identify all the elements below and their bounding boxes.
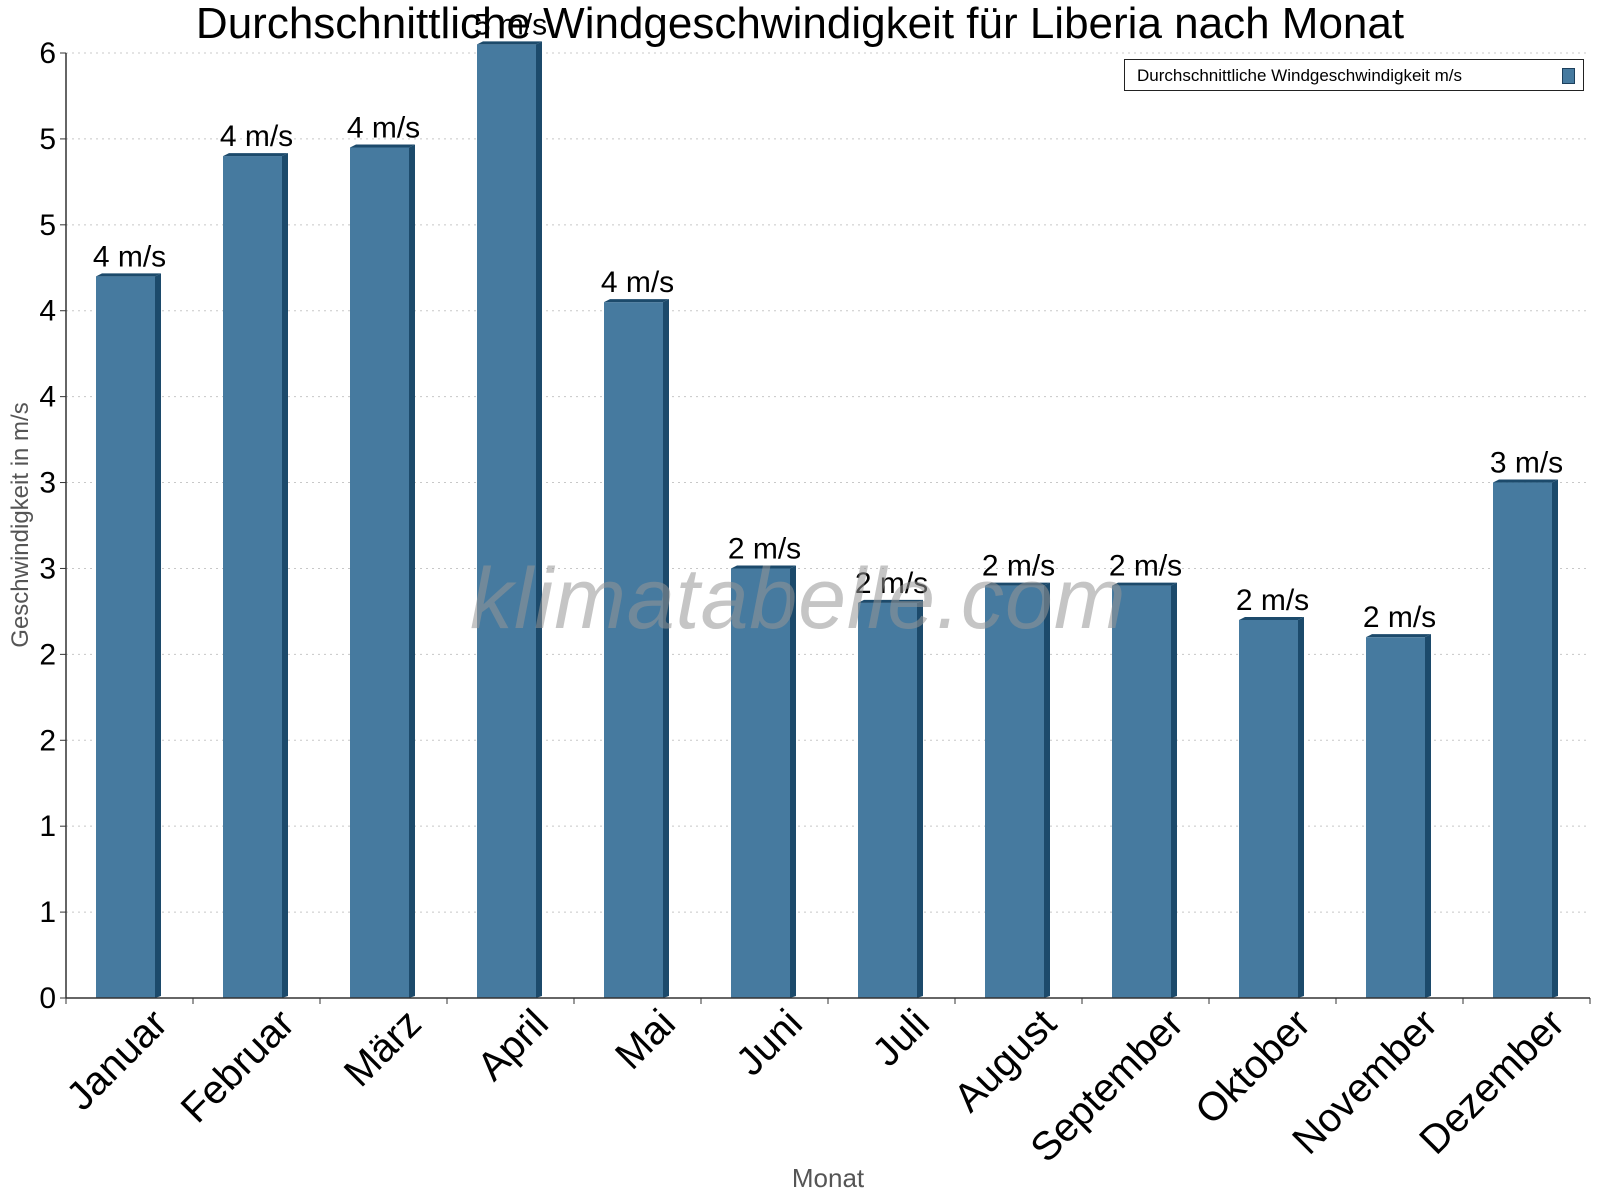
- x-tick-label: März: [336, 1001, 430, 1095]
- y-tick-label: 1: [39, 896, 56, 929]
- bar: [1239, 620, 1298, 998]
- legend-label: Durchschnittliche Windgeschwindigkeit m/…: [1137, 66, 1463, 85]
- bar-side: [917, 599, 923, 998]
- chart-title: Durchschnittliche Windgeschwindigkeit fü…: [195, 0, 1405, 48]
- bar-top: [1366, 634, 1431, 638]
- y-tick-label: 2: [39, 724, 56, 757]
- data-label: 5 m/s: [474, 8, 547, 41]
- y-tick-labels: 0 1 1 2 2 3 3 4 4 5 5 6: [39, 37, 56, 1015]
- x-axis-label: Monat: [792, 1163, 865, 1193]
- bar-top: [1239, 617, 1304, 620]
- bar-top: [858, 599, 923, 603]
- data-label: 4 m/s: [601, 266, 674, 299]
- bar-side: [409, 144, 415, 998]
- y-tick-label: 6: [39, 37, 56, 70]
- x-tick-label: Januar: [58, 1001, 176, 1119]
- data-label: 4 m/s: [220, 120, 293, 153]
- y-tick-label: 3: [39, 552, 56, 585]
- bar-top: [1493, 479, 1558, 483]
- data-label: 2 m/s: [1363, 601, 1436, 634]
- legend-swatch: [1562, 68, 1575, 84]
- bar: [985, 585, 1044, 998]
- x-tick-label: Juni: [728, 1001, 811, 1084]
- bar: [731, 568, 790, 998]
- bar: [223, 156, 282, 998]
- bar: [604, 302, 663, 998]
- bar-side: [1425, 634, 1431, 998]
- y-axis-label: Geschwindigkeit in m/s: [7, 402, 34, 647]
- y-tick-label: 1: [39, 810, 56, 843]
- y-tick-label: 5: [39, 123, 56, 156]
- data-label: 2 m/s: [1109, 550, 1182, 583]
- y-tick-label: 4: [39, 295, 56, 328]
- bar-top: [604, 299, 669, 303]
- bar-top: [985, 582, 1050, 586]
- bar-side: [790, 565, 796, 998]
- grid-lines: [66, 52, 1590, 913]
- y-tick-label: 4: [39, 381, 56, 414]
- y-tick-label: 3: [39, 467, 56, 500]
- bar-top: [731, 565, 796, 569]
- data-label: 3 m/s: [1490, 447, 1563, 480]
- data-label: 2 m/s: [855, 567, 928, 600]
- y-tick-label: 2: [39, 638, 56, 671]
- x-tick-label: Oktober: [1187, 1001, 1319, 1133]
- bar-side: [155, 273, 161, 998]
- bar-top: [1112, 582, 1177, 586]
- bar: [1112, 585, 1171, 998]
- watermark: klimatabelle.com: [470, 551, 1127, 647]
- data-label: 2 m/s: [982, 550, 1055, 583]
- x-tick-label: April: [469, 1001, 557, 1089]
- y-tick-label: 0: [39, 982, 56, 1015]
- bar-top: [223, 153, 288, 157]
- bar-top: [350, 144, 415, 148]
- axes: [60, 52, 1591, 1004]
- bar-series: [96, 41, 1558, 999]
- bar-side: [663, 299, 669, 998]
- data-labels: 4 m/s 4 m/s 4 m/s 5 m/s 4 m/s 2 m/s 2 m/s 2 m/s…: [93, 8, 1563, 634]
- bar-top: [477, 41, 542, 45]
- bar: [858, 602, 917, 998]
- bar: [1493, 482, 1552, 999]
- x-tick-label: Mai: [607, 1001, 684, 1078]
- legend: Durchschnittliche Windgeschwindigkeit m/…: [1124, 59, 1584, 91]
- bar-side: [282, 153, 288, 998]
- data-label: 2 m/s: [728, 532, 801, 565]
- bar: [350, 147, 409, 998]
- data-label: 2 m/s: [1236, 584, 1309, 617]
- bar-side: [1171, 582, 1177, 998]
- bar-side: [1552, 479, 1558, 999]
- x-tick-label: August: [946, 1001, 1065, 1120]
- y-tick-label: 5: [39, 209, 56, 242]
- data-label: 4 m/s: [347, 112, 420, 145]
- bar: [1366, 637, 1425, 998]
- bar-side: [1298, 617, 1304, 998]
- bar-side: [536, 41, 542, 998]
- x-tick-label: Juli: [864, 1001, 938, 1075]
- bar-side: [1044, 582, 1050, 998]
- bar: [96, 276, 155, 998]
- bar-top: [96, 273, 161, 277]
- data-label: 4 m/s: [93, 240, 166, 273]
- bar: [477, 44, 536, 998]
- x-tick-label: Februar: [173, 1001, 303, 1131]
